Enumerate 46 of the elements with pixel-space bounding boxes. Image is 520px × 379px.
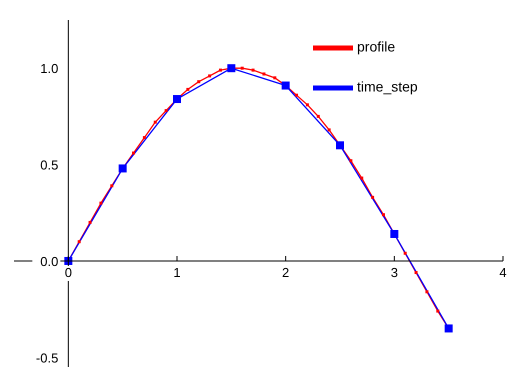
point xyxy=(208,74,212,78)
x-tick-label: 1 xyxy=(173,264,181,280)
point xyxy=(218,68,222,72)
point xyxy=(262,72,266,76)
point xyxy=(78,240,81,244)
point xyxy=(425,290,428,294)
point xyxy=(444,324,453,332)
point xyxy=(118,164,127,172)
point xyxy=(186,88,190,91)
point xyxy=(382,213,385,216)
point xyxy=(316,114,320,118)
point xyxy=(197,80,200,84)
point xyxy=(371,196,374,199)
x-tick-label: 4 xyxy=(499,264,507,280)
y-tick-label: 0.5 xyxy=(40,158,58,173)
point xyxy=(328,128,331,132)
point xyxy=(132,152,136,155)
point xyxy=(154,120,157,124)
point xyxy=(390,230,398,238)
point xyxy=(295,94,298,97)
point xyxy=(99,202,102,205)
point xyxy=(273,76,276,80)
point xyxy=(142,136,146,140)
point xyxy=(164,109,168,112)
point xyxy=(252,68,255,72)
point xyxy=(414,271,418,274)
legend-label: profile xyxy=(357,38,396,55)
point xyxy=(110,184,114,188)
y-tick-label: 0.0 xyxy=(40,254,58,269)
legend-label: time_step xyxy=(357,78,418,95)
point xyxy=(404,252,407,255)
y-tick-label: 1.0 xyxy=(40,61,58,76)
point xyxy=(436,310,440,313)
point xyxy=(88,220,92,224)
point xyxy=(360,176,364,180)
point xyxy=(227,64,236,72)
y-tick-label: -0.5 xyxy=(36,350,58,366)
point xyxy=(306,103,309,106)
point xyxy=(282,82,290,90)
point xyxy=(349,159,352,162)
point xyxy=(173,95,181,104)
x-tick-label: 0 xyxy=(64,264,72,280)
x-tick-label: 3 xyxy=(390,264,398,280)
point xyxy=(336,141,344,150)
point xyxy=(240,66,244,70)
x-tick-label: 2 xyxy=(282,264,290,280)
